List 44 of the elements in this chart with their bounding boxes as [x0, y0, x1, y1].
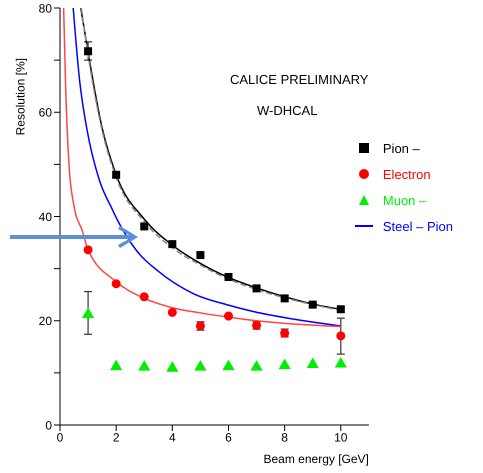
legend-label: Electron [382, 166, 431, 182]
legend-label: Pion – [382, 140, 420, 156]
x-axis-title: Beam energy [GeV] [264, 452, 369, 466]
annotation: W-DHCAL [257, 103, 318, 118]
y-tick-label: 20 [38, 314, 52, 328]
x-tick-label: 2 [112, 430, 120, 445]
y-tick-label: 80 [38, 1, 52, 16]
point [224, 272, 232, 281]
point [252, 284, 261, 292]
point [166, 361, 178, 372]
point [196, 251, 204, 260]
x-tick-label: 6 [225, 430, 232, 445]
point [82, 307, 94, 318]
point [334, 356, 347, 368]
point [168, 240, 176, 248]
x-tick-label: 0 [56, 430, 64, 445]
point [222, 360, 235, 370]
y-tick-label: 40 [38, 210, 52, 224]
point [140, 292, 149, 302]
point [112, 279, 121, 288]
annotation: CALICE PRELIMINARY [230, 72, 368, 87]
x-tick-label: 10 [334, 430, 348, 445]
x-tick-label: 4 [168, 430, 176, 445]
point [336, 331, 346, 340]
point [280, 294, 289, 302]
point [224, 312, 233, 321]
point [306, 358, 319, 368]
point [308, 300, 317, 309]
point [194, 360, 206, 371]
y-tick-label: 60 [38, 106, 52, 120]
point [336, 305, 345, 314]
point [110, 360, 122, 370]
point [112, 170, 120, 179]
point [140, 222, 148, 230]
legend-label: Muon – [382, 192, 426, 208]
point [278, 358, 291, 370]
y-axis-title: Resolution [%] [14, 58, 28, 136]
y-tick-label: 0 [45, 418, 52, 432]
legend-label: Steel – Pion [382, 218, 453, 234]
point [250, 360, 263, 371]
point [168, 308, 177, 317]
point [84, 245, 93, 254]
x-tick-label: 8 [281, 430, 288, 445]
point [138, 360, 150, 371]
